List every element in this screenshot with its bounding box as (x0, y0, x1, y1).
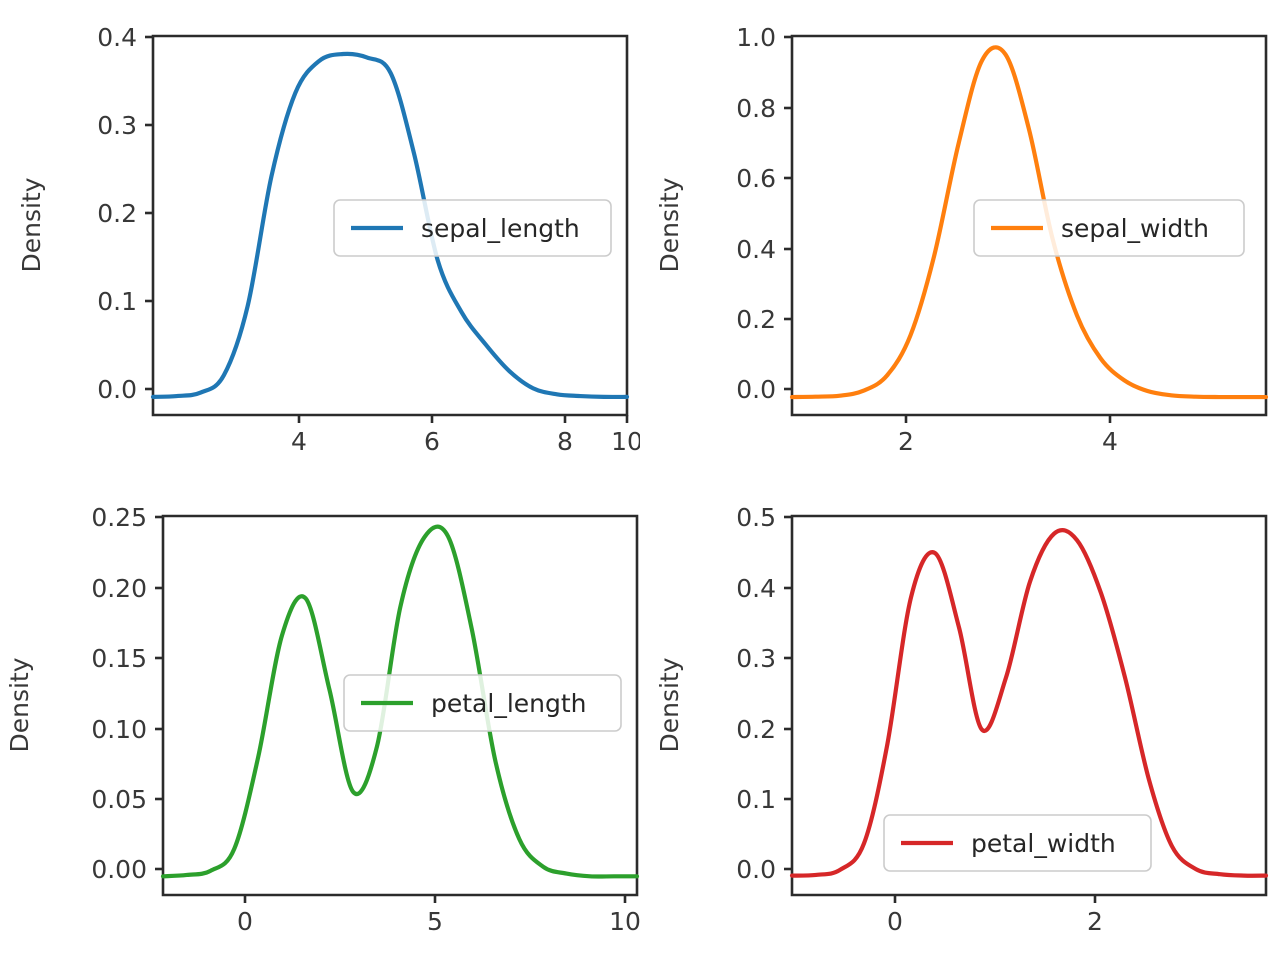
x-tick-labels: 0 5 10 (237, 907, 640, 936)
y-tick-labels: 0.25 0.20 0.15 0.10 0.05 0.00 (91, 503, 147, 884)
y-tick-label: 0.2 (97, 199, 137, 228)
y-tick-marks (155, 515, 163, 871)
y-tick-label: 0.1 (736, 785, 776, 814)
panel-petal-width-plot: Density 0.5 0.4 0.3 0.2 0.1 0.0 (655, 503, 1269, 936)
x-tick-marks (297, 415, 629, 423)
x-tick-label: 0 (887, 907, 903, 936)
x-tick-labels: 0 2 (887, 907, 1103, 936)
kde-curve-sepal-width (789, 45, 1269, 400)
panel-petal-length: Density 0.25 0.20 0.15 0.10 0.05 0.00 (0, 480, 640, 960)
x-tick-label: 10 (611, 427, 640, 456)
x-tick-label: 8 (557, 427, 573, 456)
legend-petal-width[interactable]: petal_width (883, 814, 1152, 872)
y-tick-label: 0.0 (736, 855, 776, 884)
y-tick-label: 0.1 (97, 287, 137, 316)
panel-sepal-width-plot: Density 1.0 0.8 0.6 0.4 0.2 0.0 (655, 23, 1269, 456)
y-axis-title: Density (5, 657, 34, 752)
y-tick-labels: 1.0 0.8 0.6 0.4 0.2 0.0 (736, 23, 776, 404)
y-tick-label: 0.3 (736, 644, 776, 673)
legend-background (883, 814, 1152, 872)
ylabel-group: Density (17, 177, 46, 272)
panel-petal-length-plot: Density 0.25 0.20 0.15 0.10 0.05 0.00 (5, 503, 640, 936)
y-axis-title: Density (17, 177, 46, 272)
kde-curve-sepal-length (150, 51, 630, 400)
y-tick-label: 0.05 (91, 785, 147, 814)
y-tick-label: 0.6 (736, 164, 776, 193)
x-tick-marks (904, 415, 1112, 423)
ylabel-group: Density (5, 657, 34, 752)
x-tick-label: 10 (609, 907, 640, 936)
x-tick-label: 4 (1102, 427, 1118, 456)
y-tick-marks (145, 35, 153, 391)
y-axis-title: Density (655, 657, 684, 752)
y-tick-label: 0.00 (91, 855, 147, 884)
axes-frame (161, 514, 639, 897)
legend-background (973, 199, 1245, 257)
axes-frame (151, 34, 629, 417)
axes-frame (790, 514, 1268, 897)
y-tick-marks (784, 35, 792, 391)
y-tick-label: 0.0 (97, 375, 137, 404)
legend-label: sepal_width (1061, 214, 1209, 243)
x-tick-labels: 2 4 (898, 427, 1118, 456)
panel-sepal-length: Density 0.4 0.3 0.2 0.1 0.0 (0, 0, 640, 480)
y-tick-labels: 0.5 0.4 0.3 0.2 0.1 0.0 (736, 503, 776, 884)
panel-sepal-width: Density 1.0 0.8 0.6 0.4 0.2 0.0 (640, 0, 1280, 480)
x-tick-label: 5 (427, 907, 443, 936)
y-tick-label: 0.8 (736, 94, 776, 123)
legend-sepal-width[interactable]: sepal_width (973, 199, 1245, 257)
x-tick-label: 2 (898, 427, 914, 456)
panel-sepal-length-plot: Density 0.4 0.3 0.2 0.1 0.0 (17, 23, 640, 456)
y-tick-labels: 0.4 0.3 0.2 0.1 0.0 (97, 23, 137, 404)
x-tick-label: 4 (291, 427, 307, 456)
y-tick-label: 0.3 (97, 111, 137, 140)
legend-label: petal_width (971, 829, 1116, 858)
y-axis-title: Density (655, 177, 684, 272)
y-tick-label: 0.4 (736, 235, 776, 264)
legend-background (333, 199, 612, 257)
x-tick-label: 0 (237, 907, 253, 936)
y-tick-label: 0.4 (97, 23, 137, 52)
y-tick-label: 0.20 (91, 574, 147, 603)
y-tick-label: 0.2 (736, 305, 776, 334)
y-tick-marks (784, 515, 792, 871)
kde-curve-petal-width (789, 528, 1269, 878)
legend-background (343, 674, 622, 732)
axes-frame (790, 34, 1268, 417)
y-tick-label: 0.15 (91, 644, 147, 673)
y-tick-label: 0.0 (736, 375, 776, 404)
kde-curve-petal-length (160, 524, 640, 879)
legend-label: petal_length (431, 689, 587, 718)
y-tick-label: 0.10 (91, 715, 147, 744)
legend-sepal-length[interactable]: sepal_length (333, 199, 612, 257)
y-tick-label: 0.2 (736, 715, 776, 744)
legend-label: sepal_length (421, 214, 580, 243)
legend-petal-length[interactable]: petal_length (343, 674, 622, 732)
y-tick-label: 0.4 (736, 574, 776, 603)
y-tick-label: 1.0 (736, 23, 776, 52)
y-tick-label: 0.5 (736, 503, 776, 532)
x-tick-label: 6 (424, 427, 440, 456)
x-tick-label: 2 (1087, 907, 1103, 936)
x-tick-marks (243, 895, 627, 903)
panel-petal-width: Density 0.5 0.4 0.3 0.2 0.1 0.0 (640, 480, 1280, 960)
y-tick-label: 0.25 (91, 503, 147, 532)
x-tick-labels: 4 6 8 10 (291, 427, 640, 456)
ylabel-group: Density (655, 657, 684, 752)
x-tick-marks (893, 895, 1097, 903)
ylabel-group: Density (655, 177, 684, 272)
